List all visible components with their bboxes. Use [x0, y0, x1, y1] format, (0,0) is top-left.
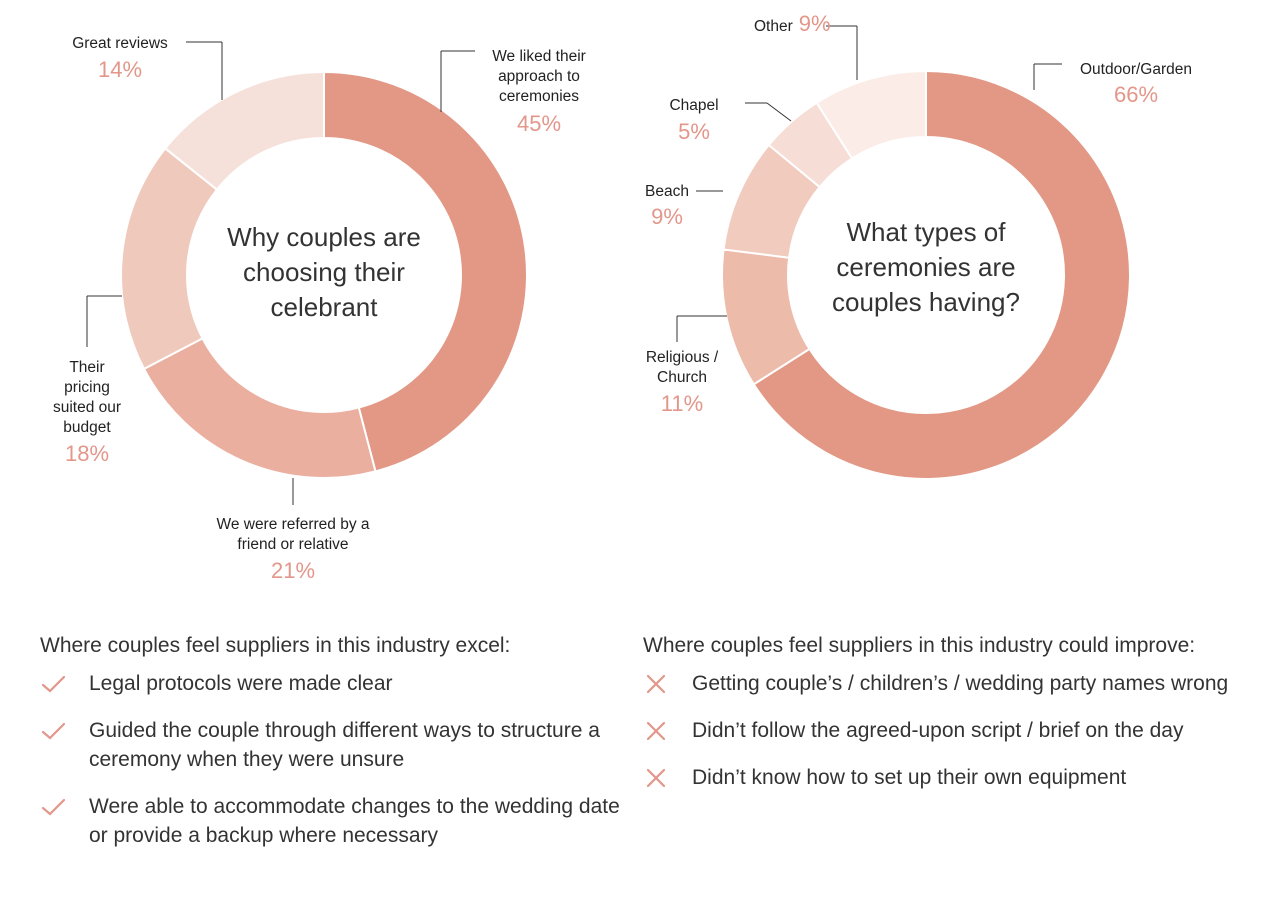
list-item: Didn’t follow the agreed-upon script / b…: [643, 716, 1243, 745]
slice-value: 14%: [98, 57, 142, 82]
slice-value: 21%: [271, 558, 315, 583]
check-icon: [40, 794, 66, 820]
excel-item-text: Were able to accommodate changes to the …: [89, 795, 620, 848]
cross-icon: [643, 765, 669, 791]
slice-label: We were referred by a friend or relative: [216, 516, 369, 553]
slice-value: 18%: [65, 441, 109, 466]
chart-title: What types of ceremonies are couples havin…: [832, 217, 1020, 317]
slice-label: Beach: [645, 183, 689, 200]
check-icon: [40, 671, 66, 697]
slice-value: 66%: [1114, 82, 1158, 107]
slice-value: 45%: [517, 111, 561, 136]
slice-value: 9%: [651, 204, 683, 229]
check-icon: [40, 718, 66, 744]
slice-label: Great reviews: [72, 35, 168, 52]
leader-line: [766, 102, 792, 122]
list-item: Legal protocols were made clear: [40, 669, 640, 698]
improve-panel: Where couples feel suppliers in this ind…: [643, 632, 1243, 810]
slice-label: Chapel: [669, 97, 718, 114]
list-item: Were able to accommodate changes to the …: [40, 792, 640, 850]
slice-label: Their pricing suited our budget: [53, 359, 121, 436]
slice-label: We liked their approach to ceremonies: [492, 48, 586, 105]
slice-value: 11%: [661, 391, 703, 416]
improve-item-text: Getting couple’s / children’s / wedding …: [692, 672, 1229, 696]
donut-slice: [323, 70, 528, 473]
donut-ceremony-types: Outdoor/Garden 66% Religious / Church 11% Bea…: [645, 11, 1192, 480]
cross-icon: [643, 671, 669, 697]
donut-slice: [120, 147, 219, 371]
improve-item-text: Didn’t follow the agreed-upon script / b…: [692, 719, 1184, 743]
list-item: Guided the couple through different ways…: [40, 716, 640, 774]
slice-label: Outdoor/Garden: [1080, 61, 1192, 78]
charts-area: We liked their approach to ceremonies 45% We…: [53, 11, 1192, 583]
donut-slice: [752, 69, 1131, 480]
slice-label: Religious / Church: [646, 349, 719, 386]
excel-heading: Where couples feel suppliers in this ind…: [40, 634, 511, 657]
slice-value: 9%: [799, 11, 831, 36]
list-item: Didn’t know how to set up their own equi…: [643, 763, 1243, 792]
excel-item-text: Legal protocols were made clear: [89, 672, 393, 696]
improve-item-text: Didn’t know how to set up their own equi…: [692, 766, 1127, 790]
excel-panel: Where couples feel suppliers in this ind…: [40, 632, 640, 868]
slice-value: 5%: [678, 119, 710, 144]
excel-item-text: Guided the couple through different ways…: [89, 719, 600, 772]
donut-slice: [142, 337, 377, 479]
improve-heading: Where couples feel suppliers in this ind…: [643, 634, 1196, 657]
list-item: Getting couple’s / children’s / wedding …: [643, 669, 1243, 698]
cross-icon: [643, 718, 669, 744]
slice-label: Other 9%: [754, 11, 831, 36]
donut-slice: [163, 70, 325, 191]
donut-slice: [815, 69, 927, 160]
donut-celebrant-reasons: We liked their approach to ceremonies 45% We…: [53, 35, 586, 583]
chart-title: Why couples are choosing their celebrant: [227, 222, 421, 322]
